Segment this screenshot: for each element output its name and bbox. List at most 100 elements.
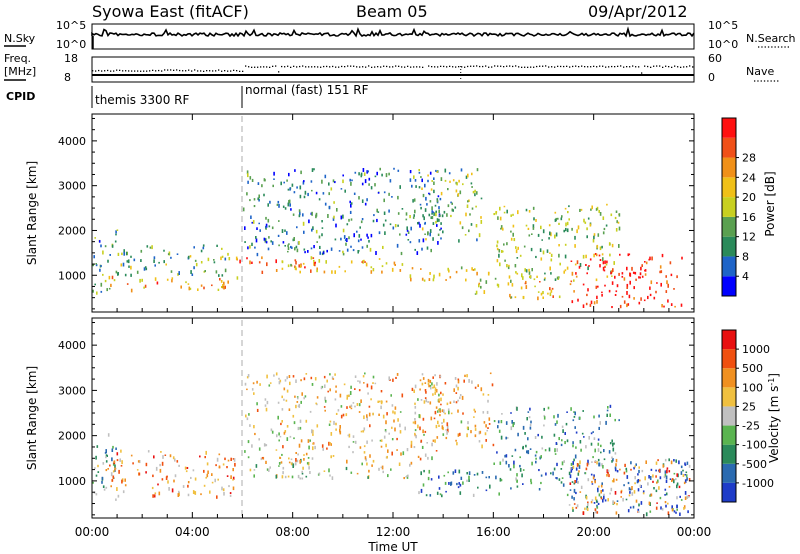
power-data-point: [440, 222, 442, 225]
power-data-point: [593, 233, 596, 237]
power-data-point: [413, 214, 415, 217]
power-data-point: [589, 223, 592, 227]
velocity-data-point: [607, 498, 609, 502]
velocity-data-point: [400, 452, 402, 456]
power-data-point: [258, 261, 261, 264]
power-data-point: [435, 220, 437, 224]
power-data-point: [258, 194, 260, 199]
power-data-point: [611, 281, 614, 285]
velocity-data-point: [116, 452, 119, 456]
velocity-data-point: [329, 388, 331, 392]
velocity-data-point: [611, 456, 613, 459]
power-data-point: [474, 268, 476, 271]
velocity-data-point: [418, 491, 420, 495]
power-data-point: [108, 275, 111, 280]
velocity-data-point: [632, 505, 635, 509]
velocity-data-point: [474, 410, 476, 413]
power-data-point: [548, 237, 550, 240]
power-data-point: [366, 170, 368, 174]
velocity-data-point: [253, 474, 255, 478]
velocity-data-point: [609, 492, 611, 495]
power-data-point: [465, 212, 467, 217]
power-data-point: [361, 246, 364, 249]
velocity-data-point: [427, 378, 430, 383]
velocity-data-point: [433, 384, 436, 388]
velocity-data-point: [561, 477, 564, 479]
power-data-point: [278, 220, 280, 222]
power-data-point: [596, 206, 599, 210]
power-data-point: [590, 208, 592, 211]
velocity-data-point: [311, 429, 313, 434]
velocity-data-point: [493, 420, 496, 423]
velocity-data-point: [609, 442, 612, 445]
power-data-point: [319, 245, 321, 249]
velocity-data-point: [363, 427, 366, 431]
power-data-point: [558, 253, 560, 258]
power-data-point: [330, 187, 333, 191]
power-data-point: [549, 231, 551, 236]
velocity-data-point: [421, 382, 424, 386]
power-data-point: [651, 256, 653, 261]
velocity-data-point: [284, 430, 287, 433]
velocity-data-point: [301, 470, 303, 473]
power-data-point: [307, 250, 309, 253]
power-data-point: [353, 192, 356, 195]
power-data-point: [393, 167, 395, 170]
velocity-data-point: [378, 400, 381, 403]
velocity-data-point: [95, 474, 98, 477]
velocity-data-point: [275, 372, 278, 376]
velocity-data-point: [512, 423, 514, 428]
velocity-data-point: [256, 380, 258, 384]
velocity-data-point: [385, 443, 387, 448]
velocity-data-point: [449, 401, 452, 404]
power-data-point: [302, 221, 305, 226]
power-data-point: [448, 172, 451, 175]
power-data-point: [432, 278, 435, 282]
velocity-data-point: [457, 378, 460, 381]
power-data-point: [244, 226, 246, 230]
velocity-data-point: [261, 457, 264, 459]
velocity-data-point: [205, 450, 207, 455]
power-data-point: [574, 244, 576, 248]
velocity-data-point: [513, 464, 515, 469]
power-data-point: [547, 292, 549, 295]
velocity-data-point: [535, 460, 537, 464]
velocity-data-point: [596, 461, 598, 465]
velocity-data-point: [461, 395, 464, 400]
velocity-data-point: [521, 473, 523, 478]
velocity-data-point: [676, 504, 678, 509]
velocity-data-point: [485, 424, 487, 428]
velocity-data-point: [661, 508, 664, 511]
power-data-point: [540, 257, 543, 261]
velocity-data-point: [226, 466, 228, 469]
velocity-data-point: [324, 399, 327, 403]
velocity-data-point: [450, 481, 453, 485]
velocity-data-point: [414, 420, 417, 425]
velocity-data-point: [286, 376, 288, 380]
power-data-point: [478, 282, 481, 285]
cpid-panel: CPID themis 3300 RF normal (fast) 151 RF: [6, 83, 369, 108]
velocity-data-point: [247, 374, 250, 378]
power-data-point: [432, 222, 435, 225]
power-data-point: [416, 251, 419, 255]
velocity-data-point: [630, 468, 632, 471]
power-data-point: [517, 210, 519, 215]
power-data-point: [269, 200, 271, 204]
velocity-data-point: [680, 499, 683, 501]
noise-panel: N.Sky 10^5 10^0 10^5 10^0 N.Search: [4, 19, 796, 51]
power-data-point: [364, 202, 367, 206]
velocity-data-point: [676, 484, 678, 489]
velocity-data-point: [561, 439, 563, 442]
power-data-point: [126, 260, 129, 263]
velocity-data-point: [232, 476, 235, 480]
power-data-point: [282, 205, 285, 208]
velocity-data-point: [358, 403, 361, 407]
power-data-point: [170, 270, 173, 273]
power-data-point: [405, 233, 408, 236]
velocity-data-point: [446, 425, 449, 430]
velocity-data-point: [688, 478, 691, 482]
velocity-data-point: [556, 448, 558, 452]
power-data-point: [203, 286, 205, 290]
velocity-data-point: [103, 488, 106, 491]
power-data-point: [447, 204, 450, 208]
